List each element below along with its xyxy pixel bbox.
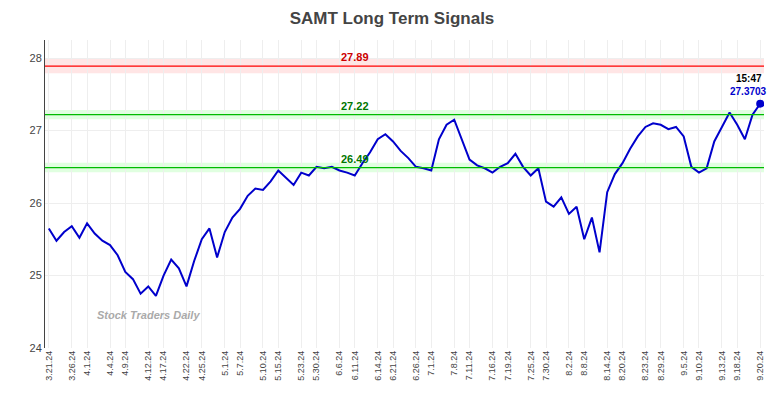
svg-text:3.26.24: 3.26.24 <box>67 351 77 381</box>
svg-text:27: 27 <box>30 124 42 136</box>
svg-text:3.21.24: 3.21.24 <box>44 351 54 381</box>
svg-text:9.13.24: 9.13.24 <box>717 351 727 381</box>
svg-text:6.6.24: 6.6.24 <box>334 351 344 376</box>
svg-text:7.8.24: 7.8.24 <box>449 351 459 376</box>
svg-text:4.25.24: 4.25.24 <box>197 351 207 381</box>
svg-text:Stock Traders Daily: Stock Traders Daily <box>97 309 200 321</box>
svg-text:8.14.24: 8.14.24 <box>602 351 612 381</box>
svg-text:7.25.24: 7.25.24 <box>526 351 536 381</box>
svg-text:7.16.24: 7.16.24 <box>487 351 497 381</box>
svg-text:8.8.24: 8.8.24 <box>579 351 589 376</box>
svg-text:5.30.24: 5.30.24 <box>311 351 321 381</box>
svg-text:6.11.24: 6.11.24 <box>350 351 360 380</box>
svg-text:9.20.24: 9.20.24 <box>755 351 765 381</box>
svg-text:4.1.24: 4.1.24 <box>82 351 92 376</box>
svg-text:9.10.24: 9.10.24 <box>694 351 704 381</box>
svg-text:26: 26 <box>30 197 42 209</box>
svg-text:8.23.24: 8.23.24 <box>640 351 650 381</box>
svg-text:7.11.24: 7.11.24 <box>464 351 474 380</box>
svg-text:4.9.24: 4.9.24 <box>120 351 130 376</box>
svg-text:5.10.24: 5.10.24 <box>258 351 268 381</box>
svg-text:5.15.24: 5.15.24 <box>273 351 283 381</box>
svg-text:6.26.24: 6.26.24 <box>411 351 421 381</box>
svg-text:24: 24 <box>30 342 42 354</box>
svg-text:7.1.24: 7.1.24 <box>426 351 436 376</box>
svg-text:5.23.24: 5.23.24 <box>296 351 306 381</box>
svg-text:27.89: 27.89 <box>341 51 369 63</box>
svg-text:25: 25 <box>30 269 42 281</box>
svg-text:7.19.24: 7.19.24 <box>503 351 513 381</box>
svg-text:26.49: 26.49 <box>341 153 369 165</box>
svg-text:27.22: 27.22 <box>341 100 369 112</box>
svg-text:4.12.24: 4.12.24 <box>143 351 153 381</box>
svg-text:4.4.24: 4.4.24 <box>105 351 115 376</box>
svg-text:9.18.24: 9.18.24 <box>732 351 742 381</box>
svg-text:27.3703: 27.3703 <box>730 86 767 97</box>
svg-text:5.7.24: 5.7.24 <box>235 351 245 376</box>
svg-text:8.20.24: 8.20.24 <box>617 351 627 381</box>
svg-text:SAMT Long Term Signals: SAMT Long Term Signals <box>290 9 495 28</box>
svg-text:9.5.24: 9.5.24 <box>679 351 689 376</box>
svg-text:4.17.24: 4.17.24 <box>158 351 168 381</box>
svg-text:8.2.24: 8.2.24 <box>564 351 574 376</box>
svg-text:15:47: 15:47 <box>736 73 762 84</box>
svg-text:6.21.24: 6.21.24 <box>388 351 398 381</box>
svg-text:5.1.24: 5.1.24 <box>220 351 230 376</box>
svg-text:28: 28 <box>30 52 42 64</box>
svg-text:4.22.24: 4.22.24 <box>181 351 191 381</box>
svg-text:8.29.24: 8.29.24 <box>656 351 666 381</box>
svg-text:7.30.24: 7.30.24 <box>541 351 551 381</box>
svg-text:6.14.24: 6.14.24 <box>373 351 383 381</box>
